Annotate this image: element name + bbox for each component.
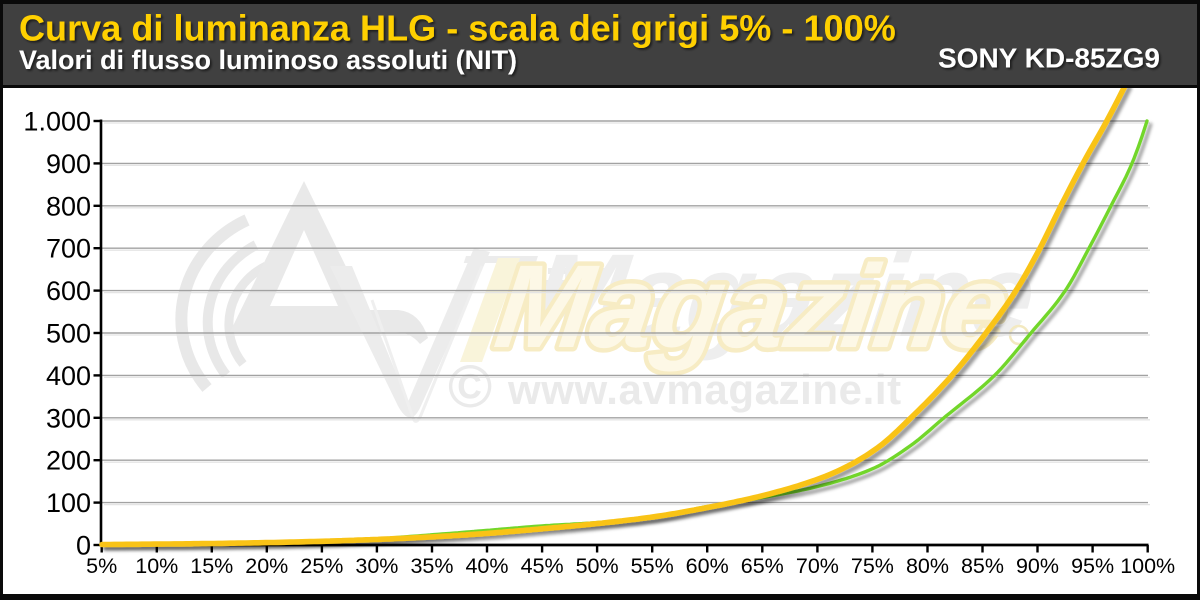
svg-text:©: © <box>448 353 492 420</box>
svg-text:10%: 10% <box>135 554 178 578</box>
svg-text:30%: 30% <box>355 554 398 578</box>
svg-text:25%: 25% <box>300 554 343 578</box>
svg-text:100: 100 <box>46 488 91 518</box>
svg-text:400: 400 <box>46 361 91 391</box>
svg-text:100%: 100% <box>1120 554 1175 578</box>
svg-text:0: 0 <box>76 531 91 561</box>
svg-text:60%: 60% <box>686 554 729 578</box>
svg-text:65%: 65% <box>741 554 784 578</box>
svg-text:Curva di luminanza HLG - scala: Curva di luminanza HLG - scala dei grigi… <box>19 8 896 49</box>
svg-text:95%: 95% <box>1071 554 1114 578</box>
svg-text:50%: 50% <box>576 554 619 578</box>
svg-text:500: 500 <box>46 319 91 349</box>
svg-text:900: 900 <box>46 149 91 179</box>
svg-text:www.avmagazine.it: www.avmagazine.it <box>507 366 902 413</box>
svg-text:600: 600 <box>46 276 91 306</box>
svg-text:200: 200 <box>46 446 91 476</box>
svg-text:90%: 90% <box>1016 554 1059 578</box>
svg-text:85%: 85% <box>961 554 1004 578</box>
svg-text:Valori di flusso luminoso asso: Valori di flusso luminoso assoluti (NIT) <box>19 45 517 75</box>
svg-text:55%: 55% <box>631 554 674 578</box>
svg-text:700: 700 <box>46 234 91 264</box>
svg-text:5%: 5% <box>86 554 117 578</box>
svg-text:Magazine: Magazine <box>524 231 1042 362</box>
svg-text:40%: 40% <box>465 554 508 578</box>
svg-text:20%: 20% <box>245 554 288 578</box>
svg-text:35%: 35% <box>410 554 453 578</box>
svg-text:Magazine: Magazine <box>488 242 1016 373</box>
svg-text:45%: 45% <box>521 554 564 578</box>
svg-text:15%: 15% <box>190 554 233 578</box>
svg-text:80%: 80% <box>906 554 949 578</box>
svg-text:1.000: 1.000 <box>23 107 91 137</box>
svg-text:75%: 75% <box>851 554 894 578</box>
svg-text:70%: 70% <box>796 554 839 578</box>
svg-text:800: 800 <box>46 191 91 221</box>
svg-text:300: 300 <box>46 403 91 433</box>
svg-text:SONY KD-85ZG9: SONY KD-85ZG9 <box>938 43 1160 74</box>
